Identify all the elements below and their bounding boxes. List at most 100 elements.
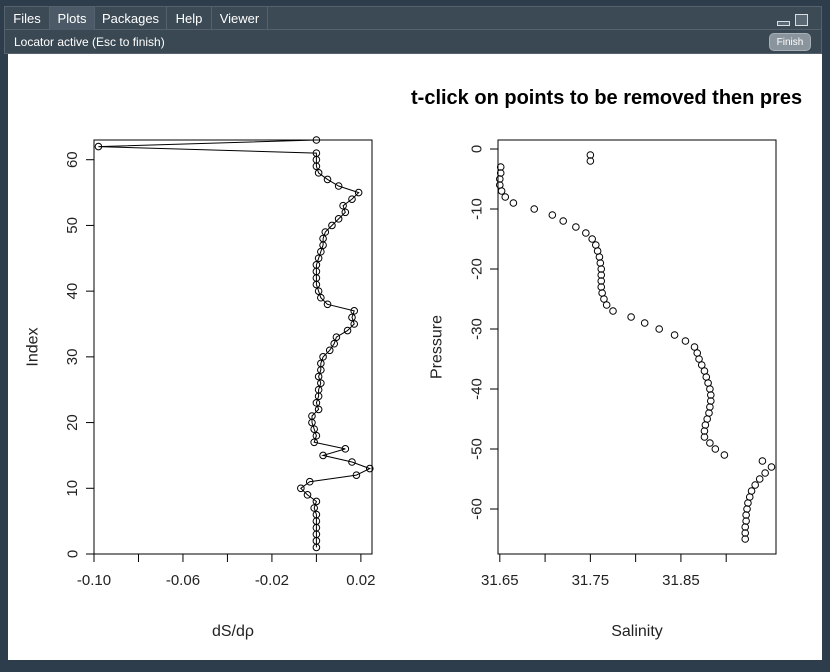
data-point <box>707 397 715 405</box>
data-point <box>341 208 350 217</box>
x-axis-label: dS/dρ <box>212 623 254 640</box>
data-point <box>767 463 776 471</box>
y-tick-label: -60 <box>468 498 485 520</box>
data-point <box>314 169 323 177</box>
data-point <box>761 469 769 477</box>
data-point <box>582 229 590 237</box>
data-point <box>609 307 617 315</box>
x-axis-label: Salinity <box>611 623 663 640</box>
data-point <box>695 355 703 363</box>
y-axis-label: Index <box>25 327 42 366</box>
plot-title: t-click on points to be removed then pre… <box>411 87 803 109</box>
data-point <box>743 505 751 513</box>
data-point <box>530 205 539 213</box>
data-point <box>597 277 606 285</box>
data-point <box>314 372 323 381</box>
data-point <box>314 405 323 414</box>
chart-panel-left: -0.10 -0.06 -0.02 0.02 0 10 20 30 40 50 60 dS/dρ Ind… <box>25 136 375 640</box>
data-point <box>348 313 356 322</box>
chart-panel-right: 31.65 31.75 31.85 0 -10 -20 -30 -40 -50 -60 Salini… <box>429 139 777 640</box>
data-point <box>317 293 325 302</box>
tab-files[interactable]: Files <box>5 7 50 31</box>
data-point <box>706 439 714 447</box>
data-point <box>627 313 635 321</box>
data-point <box>317 247 325 256</box>
data-point <box>354 188 363 197</box>
y-tick-label: 20 <box>64 414 81 431</box>
data-point <box>597 265 606 273</box>
data-point <box>706 403 714 411</box>
maximize-icon[interactable] <box>795 14 808 26</box>
data-point <box>312 431 321 440</box>
data-point <box>596 259 605 267</box>
data-point <box>588 235 596 243</box>
y-tick-label: 0 <box>64 550 81 558</box>
y-tick-label: -10 <box>468 198 485 220</box>
data-point <box>319 451 327 460</box>
data-point <box>325 346 334 355</box>
data-point <box>308 412 316 420</box>
data-point <box>321 228 330 236</box>
data-point <box>317 359 325 368</box>
data-point <box>548 211 557 219</box>
data-point <box>312 149 321 157</box>
data-point <box>572 223 580 231</box>
tab-help[interactable]: Help <box>167 7 212 31</box>
tab-viewer[interactable]: Viewer <box>212 7 268 31</box>
data-point <box>365 464 374 473</box>
x-tick-label: 31.75 <box>572 572 610 589</box>
y-tick-label: 10 <box>64 480 81 497</box>
data-point <box>303 491 312 499</box>
data-point <box>742 511 750 519</box>
data-point <box>314 385 323 394</box>
data-point <box>700 427 709 435</box>
data-point <box>323 300 332 309</box>
data-point <box>758 457 767 465</box>
minimize-icon[interactable] <box>777 21 790 26</box>
tab-plots[interactable]: Plots <box>50 7 95 31</box>
data-point <box>323 175 332 184</box>
data-point <box>314 254 323 263</box>
data-point <box>312 261 321 269</box>
data-point <box>720 451 729 459</box>
plot-box <box>497 139 777 555</box>
data-point <box>348 458 356 466</box>
data-point <box>312 136 321 144</box>
y-tick-label: 40 <box>64 283 81 300</box>
y-tick-label: 50 <box>64 217 81 234</box>
data-point <box>670 331 679 339</box>
locator-status-text: Locator active (Esc to finish) <box>14 35 165 49</box>
x-tick-label: -0.10 <box>77 572 111 589</box>
data-point <box>690 343 699 351</box>
data-point <box>339 201 347 210</box>
pane-tabbar: Files Plots Packages Help Viewer <box>4 6 822 31</box>
data-point <box>312 510 321 519</box>
data-point <box>655 325 663 333</box>
data-point <box>496 175 504 183</box>
plots-svg: -0.10 -0.06 -0.02 0.02 0 10 20 30 40 50 60 dS/dρ Ind… <box>25 136 777 640</box>
x-tick-label: 31.85 <box>662 572 700 589</box>
y-axis-label: Pressure <box>429 315 446 379</box>
data-point <box>586 151 595 159</box>
finish-button[interactable]: Finish <box>769 33 811 51</box>
data-point <box>586 157 595 165</box>
tab-packages[interactable]: Packages <box>95 7 167 31</box>
data-point <box>751 481 759 489</box>
data-point <box>317 379 325 387</box>
data-point <box>319 234 327 243</box>
y-tick-label: 0 <box>468 145 485 153</box>
data-point <box>334 182 343 190</box>
plot-canvas[interactable]: t-click on points to be removed then pre… <box>8 54 822 660</box>
x-tick-label: 0.02 <box>346 572 375 589</box>
data-point <box>319 353 327 361</box>
data-point <box>741 535 750 543</box>
data-point <box>305 477 314 486</box>
data-point <box>602 301 611 309</box>
y-tick-label: 60 <box>64 151 81 168</box>
y-tick-label: -20 <box>468 258 485 280</box>
data-point <box>310 425 318 433</box>
data-point <box>297 484 305 493</box>
data-point <box>509 199 518 207</box>
data-point <box>711 445 720 453</box>
